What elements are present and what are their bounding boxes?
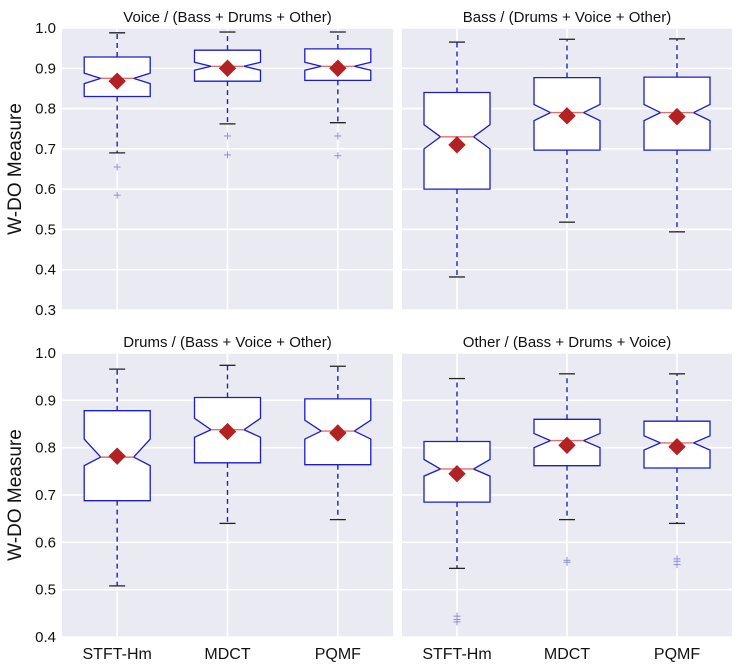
box-pqmf [304,31,372,160]
chart-panel-4: Other / (Bass + Drums + Voice) STFT-Hm MDC… [402,334,732,663]
y-tick-label: 0.8 [35,101,56,118]
outlier-point [224,151,231,159]
y-tick-label: 0.6 [35,534,56,551]
mean-marker [329,424,347,442]
x-tick-label: STFT-Hm [83,646,152,663]
outlier-point [334,132,342,140]
outlier-point [673,561,681,569]
mean-marker [668,438,686,456]
mean-marker [448,464,466,483]
y-tick-label: 0.4 [35,629,56,646]
mean-marker [108,447,126,465]
y-tick-label: 0.5 [35,221,56,238]
y-tick-label: 1.0 [35,345,56,362]
mean-marker [448,136,466,154]
chart-panel-3: 0.4 0.5 0.6 0.7 0.8 0.9 1.0 Drums / (Bass + Voi… [35,334,393,663]
y-tick-label: 0.9 [35,392,56,409]
mean-marker [558,436,576,455]
outlier-point [224,132,231,140]
x-tick-label: PQMF [315,646,361,663]
mean-marker [558,107,576,125]
outlier-point [113,191,121,199]
box-mdct: MDCT [533,373,601,663]
box-pqmf: PQMF [643,373,711,663]
panel-title: Drums / (Bass + Voice + Other) [123,334,331,351]
y-tick-label: 1.0 [35,20,56,37]
box-stft-hm: STFT-Hm [422,377,492,663]
chart-panel-2: Bass / (Drums + Voice + Other) [402,9,732,311]
panel-title: Bass / (Drums + Voice + Other) [463,9,671,26]
panel-title: Other / (Bass + Drums + Voice) [463,334,671,351]
x-tick-label: MDCT [544,646,590,663]
y-tick-label: 0.9 [35,60,56,77]
y-tick-label: 0.5 [35,582,56,599]
box-mdct [533,38,601,223]
outlier-point [113,163,121,171]
box-stft-hm [83,32,151,199]
mean-marker [329,59,347,77]
outlier-point [563,558,571,566]
chart-panel-1: 0.3 0.4 0.5 0.6 0.7 0.8 0.9 1.0 Voice / (Bass + … [35,9,393,319]
x-tick-label: MDCT [204,646,250,663]
mean-marker [108,72,126,90]
box-stft-hm [423,41,491,278]
y-tick-label: 0.4 [35,262,56,279]
mean-marker [218,422,237,441]
y-axis-label: W-DO Measure [5,103,26,235]
y-tick-label: 0.8 [35,440,56,457]
mean-marker [218,59,237,77]
y-tick-label: 0.3 [35,302,56,319]
box-stft-hm: STFT-Hm [83,368,152,663]
x-tick-label: PQMF [654,646,700,663]
box-mdct [193,31,262,159]
panel-title: Voice / (Bass + Drums + Other) [123,9,331,26]
y-axis-label: W-DO Measure [5,429,26,561]
outlier-point [334,152,342,160]
y-tick-label: 0.7 [35,487,56,504]
box-mdct: MDCT [193,364,262,663]
box-pqmf [643,38,711,233]
y-tick-label: 0.7 [35,141,56,158]
outlier-point [453,618,461,626]
y-tick-label: 0.6 [35,181,56,198]
x-tick-label: STFT-Hm [422,646,491,663]
mean-marker [668,107,686,126]
box-pqmf: PQMF [304,365,372,663]
